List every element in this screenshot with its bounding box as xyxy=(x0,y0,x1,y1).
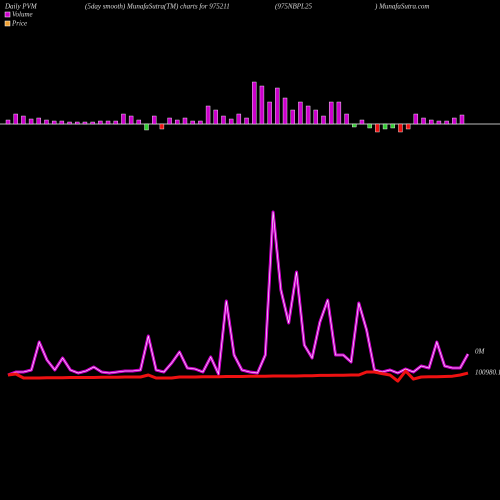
volume-bar xyxy=(336,101,342,125)
volume-bar xyxy=(390,123,395,129)
volume-bar xyxy=(352,123,357,128)
volume-bar xyxy=(144,123,149,131)
volume-bar xyxy=(113,120,118,125)
volume-bar xyxy=(321,115,326,125)
volume-bar xyxy=(275,87,280,125)
chart-title: Daily PVM xyxy=(4,3,38,11)
site: ) MunafaSutra.com xyxy=(374,3,429,11)
volume-bar xyxy=(244,117,249,125)
volume-bar xyxy=(252,81,257,125)
volume-bar xyxy=(21,115,26,125)
volume-bar xyxy=(398,123,403,133)
volume-bar xyxy=(28,118,34,125)
volume-bar xyxy=(413,113,419,125)
volume-bar xyxy=(444,120,449,125)
volume-bar xyxy=(267,101,272,125)
volume-bar xyxy=(405,123,411,130)
volume-bar xyxy=(51,120,57,125)
volume-bar xyxy=(328,101,334,125)
volume-bar xyxy=(198,120,203,125)
volume-bar xyxy=(298,101,303,125)
volume-bar xyxy=(436,120,442,125)
series-line-highlight xyxy=(7,211,469,376)
volume-bar xyxy=(175,119,180,125)
volume-bar xyxy=(90,121,95,125)
volume-bar xyxy=(359,119,365,125)
volume-bar xyxy=(452,117,457,125)
volume-bar xyxy=(182,117,188,125)
volume-bar xyxy=(344,113,349,125)
volume-bar xyxy=(282,97,288,125)
series-line xyxy=(7,210,470,377)
volume-bar xyxy=(228,118,234,125)
volume-bar xyxy=(152,115,157,125)
series-line xyxy=(7,369,469,383)
volume-bar xyxy=(128,115,134,125)
volume-bar xyxy=(121,113,126,125)
volume-bar xyxy=(459,114,465,125)
volume-bar xyxy=(313,109,318,125)
volume-bar xyxy=(382,123,388,130)
volume-bar xyxy=(5,119,11,125)
volume-bar xyxy=(367,123,372,129)
volume-bar xyxy=(305,105,311,125)
volume-bar xyxy=(67,121,72,125)
volume-bar xyxy=(375,123,380,133)
legend-swatch xyxy=(4,11,11,18)
end-label: 0M xyxy=(475,348,486,356)
volume-bar xyxy=(205,105,211,125)
volume-bar xyxy=(421,117,426,125)
symbol: (975NBPL25 xyxy=(275,3,312,11)
legend-swatch xyxy=(4,20,11,27)
legend-label: Volume xyxy=(12,11,33,19)
volume-bar xyxy=(59,120,65,125)
volume-bar xyxy=(236,113,242,125)
volume-bar xyxy=(221,115,226,125)
volume-bar xyxy=(13,113,18,125)
volume-bar xyxy=(429,119,434,125)
volume-bar xyxy=(36,117,41,125)
volume-bar xyxy=(259,85,265,125)
legend-label: Price xyxy=(11,20,27,28)
volume-bar xyxy=(98,120,103,125)
volume-bar xyxy=(105,120,111,125)
volume-bar xyxy=(82,121,88,125)
volume-bar xyxy=(167,117,172,125)
volume-bar xyxy=(44,119,49,125)
volume-bar xyxy=(290,109,295,125)
volume-bar xyxy=(75,121,80,125)
volume-bar xyxy=(213,109,218,125)
chart-subtitle: (5day smooth) MunafaSutra(TM) charts for… xyxy=(85,3,230,11)
end-label: 100980.1 xyxy=(475,369,500,377)
volume-bar xyxy=(159,123,165,130)
volume-bar xyxy=(136,119,142,125)
volume-bar xyxy=(190,120,195,125)
